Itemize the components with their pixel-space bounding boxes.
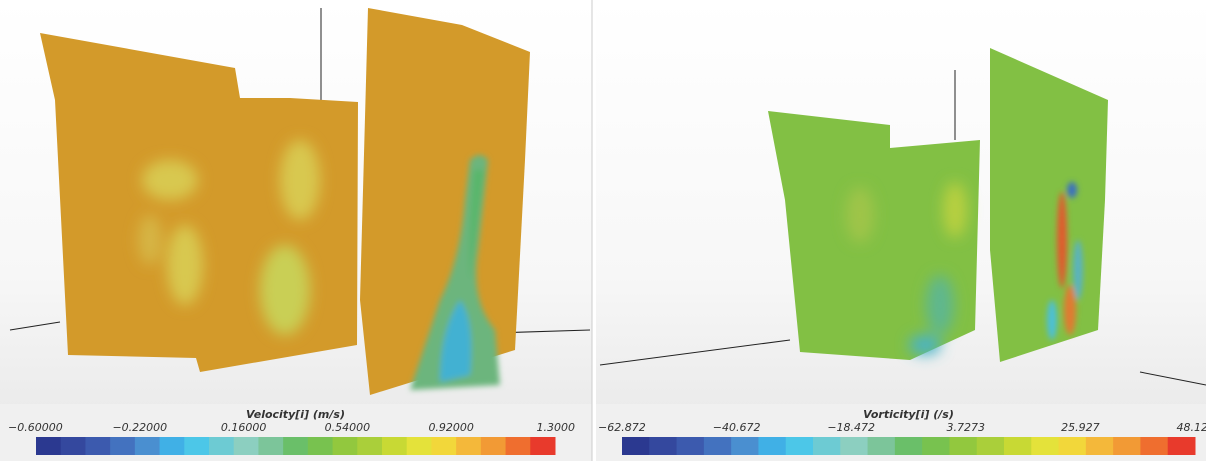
colorbar-segment bbox=[308, 437, 333, 455]
colorbar-segment bbox=[357, 437, 382, 455]
colorbar-tick-label: −0.22000 bbox=[112, 421, 167, 434]
colorbar-segment bbox=[840, 437, 868, 455]
colorbar-segment bbox=[1113, 437, 1141, 455]
colorbar-segment bbox=[622, 437, 650, 455]
colorbar-segment bbox=[456, 437, 481, 455]
colorbar-segment bbox=[85, 437, 110, 455]
colorbar-segment bbox=[407, 437, 432, 455]
colorbar-segment bbox=[1140, 437, 1168, 455]
colorbar-segment bbox=[382, 437, 407, 455]
colorbar-segment bbox=[110, 437, 135, 455]
colorbar-segment bbox=[868, 437, 896, 455]
colorbar-segment bbox=[1004, 437, 1032, 455]
colorbar-tick-label: −40.672 bbox=[713, 421, 761, 434]
colorbar-tick-label: 1.3000 bbox=[537, 421, 576, 434]
colorbar-segment bbox=[895, 437, 923, 455]
colorbar-segment bbox=[135, 437, 160, 455]
colorbar-segment bbox=[481, 437, 506, 455]
colorbar-tick-label: 0.16000 bbox=[221, 421, 267, 434]
colorbar-segment bbox=[61, 437, 86, 455]
colorbar-segment bbox=[1031, 437, 1059, 455]
colorbar-segment bbox=[731, 437, 759, 455]
colorbar-tick-label: 0.54000 bbox=[325, 421, 371, 434]
colorbar-segment bbox=[977, 437, 1005, 455]
colorbar-segment bbox=[922, 437, 950, 455]
colorbar-segment bbox=[333, 437, 358, 455]
vorticity-view bbox=[592, 0, 1206, 461]
colorbar-segment bbox=[36, 437, 61, 455]
colorbar-segment bbox=[160, 437, 185, 455]
colorbar-tick-label: −0.60000 bbox=[8, 421, 63, 434]
colorbar-segment bbox=[813, 437, 841, 455]
colorbar-tick-label: 0.92000 bbox=[428, 421, 474, 434]
colorbar-segment bbox=[1168, 437, 1196, 455]
colorbar-title: Velocity[i] (m/s) bbox=[246, 408, 345, 421]
colorbar-segment bbox=[530, 437, 555, 455]
colorbar-segment bbox=[506, 437, 531, 455]
colorbar-segment bbox=[758, 437, 786, 455]
colorbar-segment bbox=[677, 437, 705, 455]
colorbar-segment bbox=[704, 437, 732, 455]
colorbar-tick-label: 3.7273 bbox=[947, 421, 986, 434]
colorbar-segment bbox=[1086, 437, 1114, 455]
colorbar-segment bbox=[234, 437, 259, 455]
colorbar-segment bbox=[209, 437, 234, 455]
colorbar-segment bbox=[649, 437, 677, 455]
colorbar-segment bbox=[786, 437, 814, 455]
colorbar-tick-label: 48.127 bbox=[1177, 421, 1206, 434]
colorbar-segment bbox=[431, 437, 456, 455]
colorbar-tick-label: 25.927 bbox=[1061, 421, 1100, 434]
colorbar-segment bbox=[283, 437, 308, 455]
colorbar-tick-label: −62.872 bbox=[598, 421, 646, 434]
velocity-view bbox=[0, 0, 592, 461]
colorbar-title: Vorticity[i] (/s) bbox=[863, 408, 954, 421]
colorbar-tick-label: −18.472 bbox=[827, 421, 875, 434]
screenshot: Velocity[i] (m/s) −0.60000 −0.22000 0.16000… bbox=[0, 0, 1206, 461]
colorbar-segment bbox=[258, 437, 283, 455]
colorbar-segment bbox=[184, 437, 209, 455]
colorbar-segment bbox=[1059, 437, 1087, 455]
colorbar-segment bbox=[949, 437, 977, 455]
